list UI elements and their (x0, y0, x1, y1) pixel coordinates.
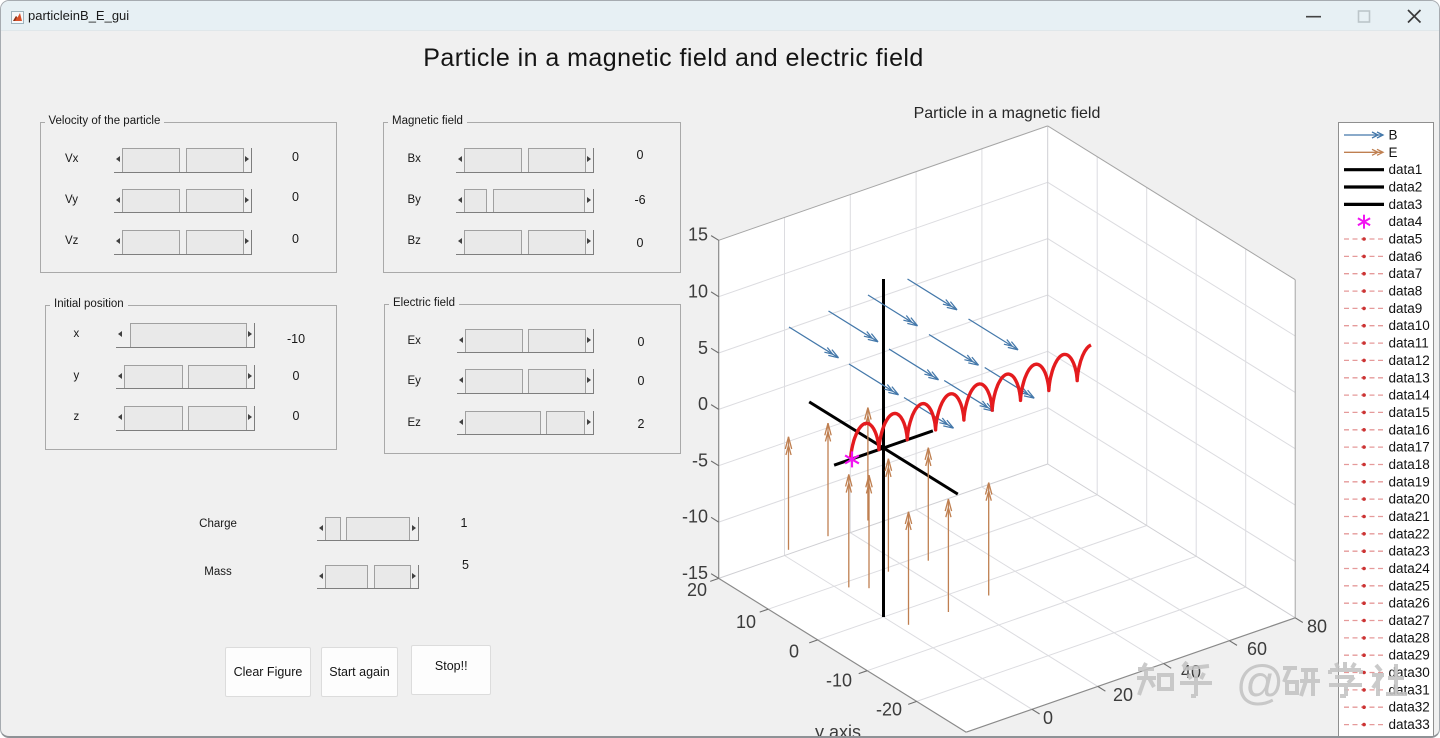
svg-text:0: 0 (789, 642, 799, 662)
svg-text:data25: data25 (1389, 578, 1430, 593)
svg-text:data33: data33 (1389, 717, 1430, 732)
svg-text:10: 10 (736, 612, 756, 632)
svg-text:Particle in a magnetic field: Particle in a magnetic field (914, 105, 1101, 122)
svg-text:15: 15 (688, 225, 708, 245)
svg-text:data22: data22 (1389, 526, 1430, 541)
svg-text:data5: data5 (1389, 232, 1423, 247)
svg-text:data2: data2 (1389, 180, 1423, 195)
svg-text:data18: data18 (1389, 457, 1430, 472)
svg-text:E: E (1389, 145, 1398, 160)
svg-text:data27: data27 (1389, 613, 1430, 628)
svg-text:data15: data15 (1389, 405, 1430, 420)
svg-text:data4: data4 (1389, 214, 1423, 229)
svg-text:data8: data8 (1389, 284, 1423, 299)
svg-text:-15: -15 (682, 563, 708, 583)
svg-text:0: 0 (698, 394, 708, 414)
svg-text:-10: -10 (826, 671, 852, 691)
svg-text:20: 20 (1113, 685, 1133, 705)
svg-text:data1: data1 (1389, 162, 1423, 177)
svg-text:data26: data26 (1389, 596, 1430, 611)
svg-text:data14: data14 (1389, 388, 1431, 403)
svg-text:0: 0 (1043, 708, 1053, 728)
svg-text:data19: data19 (1389, 474, 1430, 489)
svg-text:data10: data10 (1389, 318, 1430, 333)
svg-text:data13: data13 (1389, 370, 1430, 385)
svg-text:5: 5 (698, 338, 708, 358)
svg-text:y axis: y axis (815, 722, 861, 738)
svg-text:20: 20 (687, 580, 707, 600)
svg-text:60: 60 (1247, 639, 1267, 659)
svg-text:B: B (1389, 128, 1398, 143)
svg-text:-5: -5 (692, 451, 708, 471)
svg-text:data12: data12 (1389, 353, 1430, 368)
svg-text:data6: data6 (1389, 249, 1423, 264)
svg-text:data21: data21 (1389, 509, 1430, 524)
svg-text:-20: -20 (876, 700, 902, 720)
svg-text:data24: data24 (1389, 561, 1431, 576)
svg-text:data3: data3 (1389, 197, 1423, 212)
svg-text:data16: data16 (1389, 422, 1430, 437)
svg-text:data32: data32 (1389, 700, 1430, 715)
svg-text:data29: data29 (1389, 648, 1430, 663)
svg-text:data23: data23 (1389, 544, 1430, 559)
svg-text:data17: data17 (1389, 440, 1430, 455)
svg-text:10: 10 (688, 282, 708, 302)
svg-text:data28: data28 (1389, 630, 1430, 645)
svg-text:data7: data7 (1389, 266, 1423, 281)
svg-text:@: @ (1236, 657, 1285, 710)
svg-text:data11: data11 (1389, 336, 1429, 351)
svg-text:80: 80 (1307, 617, 1327, 637)
svg-text:data20: data20 (1389, 492, 1430, 507)
svg-text:-10: -10 (682, 507, 708, 527)
svg-text:data9: data9 (1389, 301, 1423, 316)
